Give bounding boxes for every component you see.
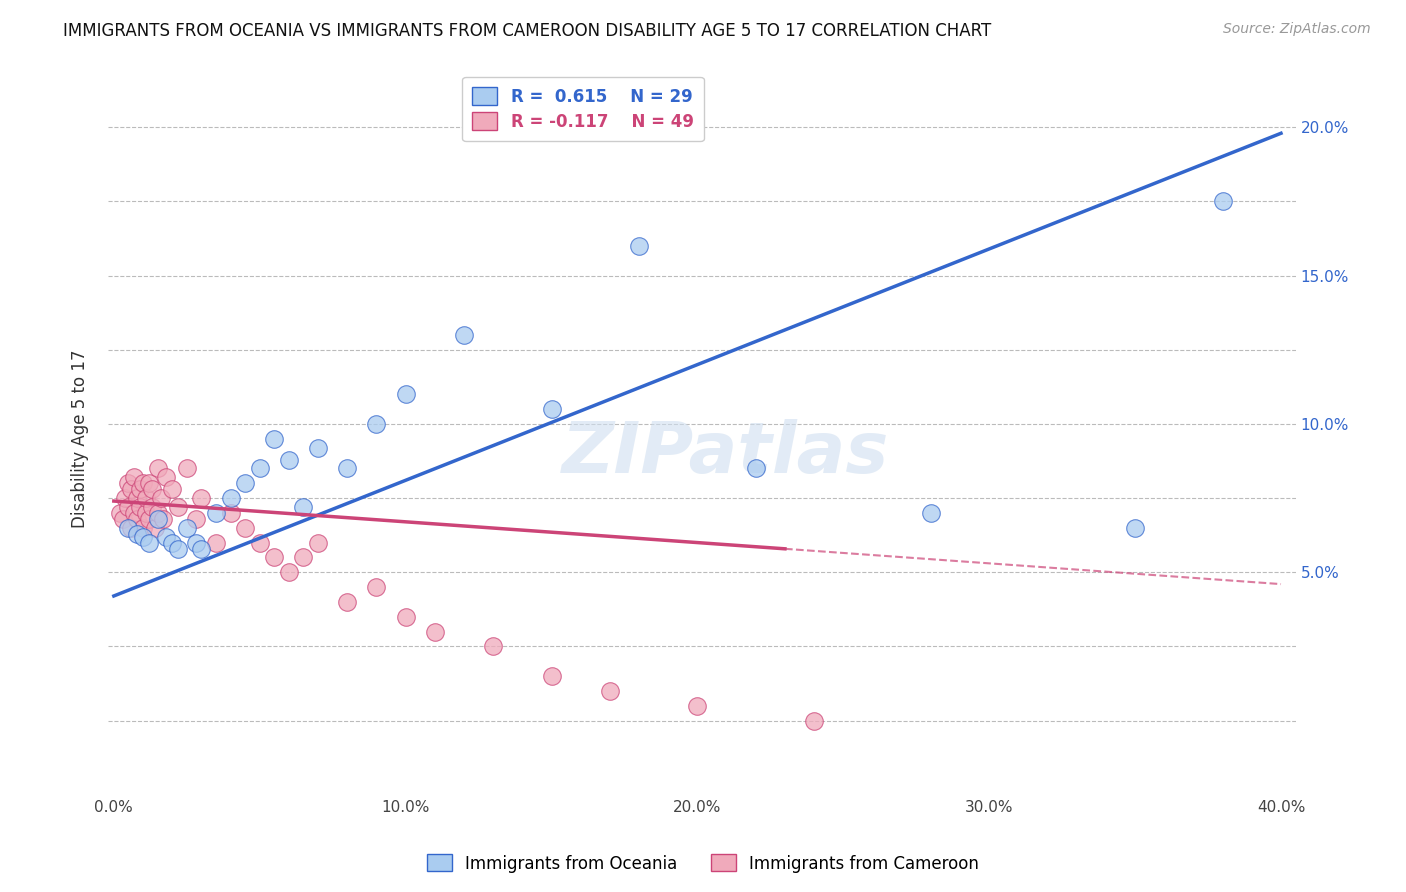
Point	[249, 461, 271, 475]
Point	[127, 512, 149, 526]
Point	[219, 506, 242, 520]
Point	[184, 535, 207, 549]
Point	[141, 482, 163, 496]
Legend: R =  0.615    N = 29, R = -0.117    N = 49: R = 0.615 N = 29, R = -0.117 N = 49	[463, 77, 703, 141]
Point	[263, 432, 285, 446]
Point	[167, 541, 190, 556]
Point	[146, 506, 169, 520]
Point	[127, 491, 149, 505]
Point	[141, 500, 163, 514]
Point	[366, 580, 388, 594]
Point	[155, 530, 177, 544]
Point	[482, 640, 505, 654]
Point	[249, 535, 271, 549]
Text: Source: ZipAtlas.com: Source: ZipAtlas.com	[1223, 22, 1371, 37]
Point	[152, 512, 174, 526]
Point	[127, 526, 149, 541]
Point	[366, 417, 388, 431]
Point	[336, 461, 359, 475]
Point	[184, 512, 207, 526]
Point	[540, 669, 562, 683]
Point	[277, 452, 299, 467]
Point	[176, 521, 198, 535]
Point	[117, 500, 139, 514]
Point	[219, 491, 242, 505]
Point	[307, 441, 329, 455]
Point	[132, 476, 155, 491]
Point	[114, 491, 136, 505]
Point	[920, 506, 942, 520]
Y-axis label: Disability Age 5 to 17: Disability Age 5 to 17	[72, 350, 89, 528]
Point	[394, 609, 416, 624]
Point	[292, 550, 315, 565]
Point	[205, 506, 228, 520]
Point	[132, 530, 155, 544]
Point	[135, 491, 157, 505]
Point	[167, 500, 190, 514]
Point	[129, 482, 152, 496]
Point	[117, 476, 139, 491]
Point	[1123, 521, 1146, 535]
Point	[138, 476, 160, 491]
Point	[628, 239, 651, 253]
Point	[138, 535, 160, 549]
Point	[143, 521, 166, 535]
Legend: Immigrants from Oceania, Immigrants from Cameroon: Immigrants from Oceania, Immigrants from…	[420, 847, 986, 880]
Point	[453, 328, 475, 343]
Text: IMMIGRANTS FROM OCEANIA VS IMMIGRANTS FROM CAMEROON DISABILITY AGE 5 TO 17 CORRE: IMMIGRANTS FROM OCEANIA VS IMMIGRANTS FR…	[63, 22, 991, 40]
Point	[190, 541, 212, 556]
Point	[176, 461, 198, 475]
Point	[135, 506, 157, 520]
Point	[423, 624, 446, 639]
Point	[149, 491, 172, 505]
Point	[138, 512, 160, 526]
Point	[120, 521, 142, 535]
Point	[108, 506, 131, 520]
Point	[686, 698, 709, 713]
Point	[120, 482, 142, 496]
Point	[803, 714, 825, 728]
Point	[394, 387, 416, 401]
Point	[233, 476, 256, 491]
Point	[146, 461, 169, 475]
Point	[292, 500, 315, 514]
Point	[132, 521, 155, 535]
Point	[205, 535, 228, 549]
Point	[190, 491, 212, 505]
Point	[307, 535, 329, 549]
Text: ZIPatlas: ZIPatlas	[562, 418, 889, 488]
Point	[745, 461, 768, 475]
Point	[117, 521, 139, 535]
Point	[1212, 194, 1234, 209]
Point	[129, 500, 152, 514]
Point	[599, 684, 621, 698]
Point	[122, 470, 145, 484]
Point	[540, 402, 562, 417]
Point	[160, 482, 183, 496]
Point	[233, 521, 256, 535]
Point	[155, 470, 177, 484]
Point	[263, 550, 285, 565]
Point	[111, 512, 134, 526]
Point	[277, 566, 299, 580]
Point	[160, 535, 183, 549]
Point	[122, 506, 145, 520]
Point	[336, 595, 359, 609]
Point	[146, 512, 169, 526]
